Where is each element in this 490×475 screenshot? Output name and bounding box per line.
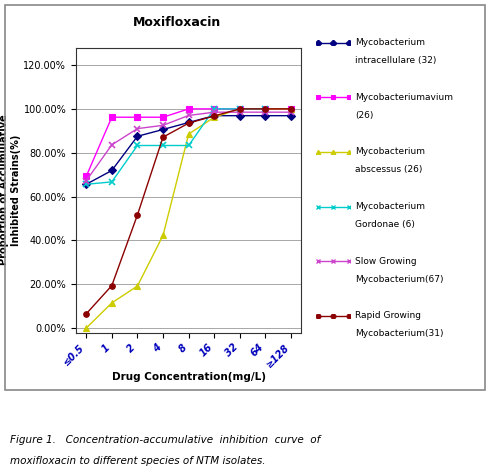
- Mycobacteriumavium
(26): [288, 106, 294, 112]
- Y-axis label: Proportion of Accumulative
Inhibited Strains(%): Proportion of Accumulative Inhibited Str…: [0, 114, 21, 266]
- Line: Mycobacterium
abscessus (26): Mycobacterium abscessus (26): [83, 105, 294, 332]
- Mycobacteriumavium
(26): [160, 114, 166, 120]
- Text: Mycobacteriumavium: Mycobacteriumavium: [355, 93, 453, 102]
- Mycobacterium
abscessus (26): [83, 325, 89, 331]
- Mycobacterium
Gordonae (6): [186, 142, 192, 148]
- Rapid Growing
Mycobacterium(31): [288, 106, 294, 112]
- Mycobacterium
abscessus (26): [237, 106, 243, 112]
- Mycobacteriumavium
(26): [109, 114, 115, 120]
- Mycobacteriumavium
(26): [186, 106, 192, 112]
- Mycobacterium
intracellulare (32): [83, 181, 89, 187]
- Rapid Growing
Mycobacterium(31): [134, 212, 140, 218]
- Text: intracellulare (32): intracellulare (32): [355, 56, 437, 65]
- Text: Slow Growing: Slow Growing: [355, 256, 417, 266]
- Mycobacterium
Gordonae (6): [263, 106, 269, 112]
- Mycobacterium
intracellulare (32): [263, 113, 269, 119]
- Mycobacterium
Gordonae (6): [109, 179, 115, 185]
- Text: Figure 1.   Concentration-accumulative  inhibition  curve  of: Figure 1. Concentration-accumulative inh…: [10, 435, 320, 445]
- Text: (26): (26): [355, 111, 374, 120]
- Mycobacterium
Gordonae (6): [134, 142, 140, 148]
- Mycobacterium
intracellulare (32): [288, 113, 294, 119]
- Mycobacterium
abscessus (26): [186, 131, 192, 137]
- Mycobacteriumavium
(26): [211, 106, 217, 112]
- Mycobacterium
Gordonae (6): [237, 106, 243, 112]
- Slow Growing
Mycobacterium(67): [134, 126, 140, 132]
- Text: Rapid Growing: Rapid Growing: [355, 311, 421, 320]
- Line: Mycobacteriumavium
(26): Mycobacteriumavium (26): [83, 106, 294, 179]
- Slow Growing
Mycobacterium(67): [263, 109, 269, 115]
- Text: Mycobacterium(31): Mycobacterium(31): [355, 329, 444, 338]
- Text: Mycobacterium: Mycobacterium: [355, 147, 425, 156]
- Mycobacteriumavium
(26): [237, 106, 243, 112]
- Rapid Growing
Mycobacterium(31): [263, 106, 269, 112]
- Slow Growing
Mycobacterium(67): [109, 142, 115, 148]
- Mycobacterium
intracellulare (32): [237, 113, 243, 119]
- Text: Moxifloxacin: Moxifloxacin: [133, 16, 221, 28]
- Rapid Growing
Mycobacterium(31): [160, 134, 166, 140]
- Mycobacterium
abscessus (26): [211, 114, 217, 120]
- Mycobacteriumavium
(26): [134, 114, 140, 120]
- Mycobacterium
Gordonae (6): [160, 142, 166, 148]
- Mycobacterium
abscessus (26): [109, 300, 115, 306]
- Mycobacterium
Gordonae (6): [211, 106, 217, 112]
- Mycobacterium
intracellulare (32): [186, 120, 192, 125]
- Slow Growing
Mycobacterium(67): [186, 113, 192, 118]
- Text: Mycobacterium: Mycobacterium: [355, 202, 425, 211]
- Mycobacterium
abscessus (26): [288, 106, 294, 112]
- Rapid Growing
Mycobacterium(31): [211, 113, 217, 119]
- Rapid Growing
Mycobacterium(31): [237, 106, 243, 112]
- Line: Rapid Growing
Mycobacterium(31): Rapid Growing Mycobacterium(31): [83, 106, 294, 317]
- Mycobacterium
intracellulare (32): [160, 127, 166, 133]
- Line: Mycobacterium
Gordonae (6): Mycobacterium Gordonae (6): [83, 105, 269, 188]
- Mycobacterium
abscessus (26): [160, 233, 166, 238]
- Line: Mycobacterium
intracellulare (32): Mycobacterium intracellulare (32): [83, 113, 294, 187]
- Slow Growing
Mycobacterium(67): [83, 178, 89, 184]
- Mycobacterium
abscessus (26): [263, 106, 269, 112]
- Rapid Growing
Mycobacterium(31): [109, 283, 115, 288]
- Slow Growing
Mycobacterium(67): [237, 109, 243, 115]
- Text: moxifloxacin to different species of NTM isolates.: moxifloxacin to different species of NTM…: [10, 456, 265, 466]
- Mycobacterium
intracellulare (32): [211, 113, 217, 119]
- Slow Growing
Mycobacterium(67): [160, 123, 166, 128]
- Line: Slow Growing
Mycobacterium(67): Slow Growing Mycobacterium(67): [83, 109, 294, 184]
- Mycobacterium
intracellulare (32): [109, 168, 115, 173]
- Text: Mycobacterium(67): Mycobacterium(67): [355, 275, 444, 284]
- Text: Mycobacterium: Mycobacterium: [355, 38, 425, 47]
- Mycobacterium
abscessus (26): [134, 283, 140, 289]
- Slow Growing
Mycobacterium(67): [211, 109, 217, 115]
- Text: Gordonae (6): Gordonae (6): [355, 220, 415, 229]
- X-axis label: Drug Concentration(mg/L): Drug Concentration(mg/L): [112, 372, 266, 382]
- Rapid Growing
Mycobacterium(31): [83, 311, 89, 317]
- Text: abscessus (26): abscessus (26): [355, 165, 422, 174]
- Rapid Growing
Mycobacterium(31): [186, 120, 192, 126]
- Mycobacteriumavium
(26): [83, 173, 89, 179]
- Mycobacteriumavium
(26): [263, 106, 269, 112]
- Mycobacterium
intracellulare (32): [134, 133, 140, 139]
- Slow Growing
Mycobacterium(67): [288, 109, 294, 115]
- Mycobacterium
Gordonae (6): [83, 181, 89, 187]
